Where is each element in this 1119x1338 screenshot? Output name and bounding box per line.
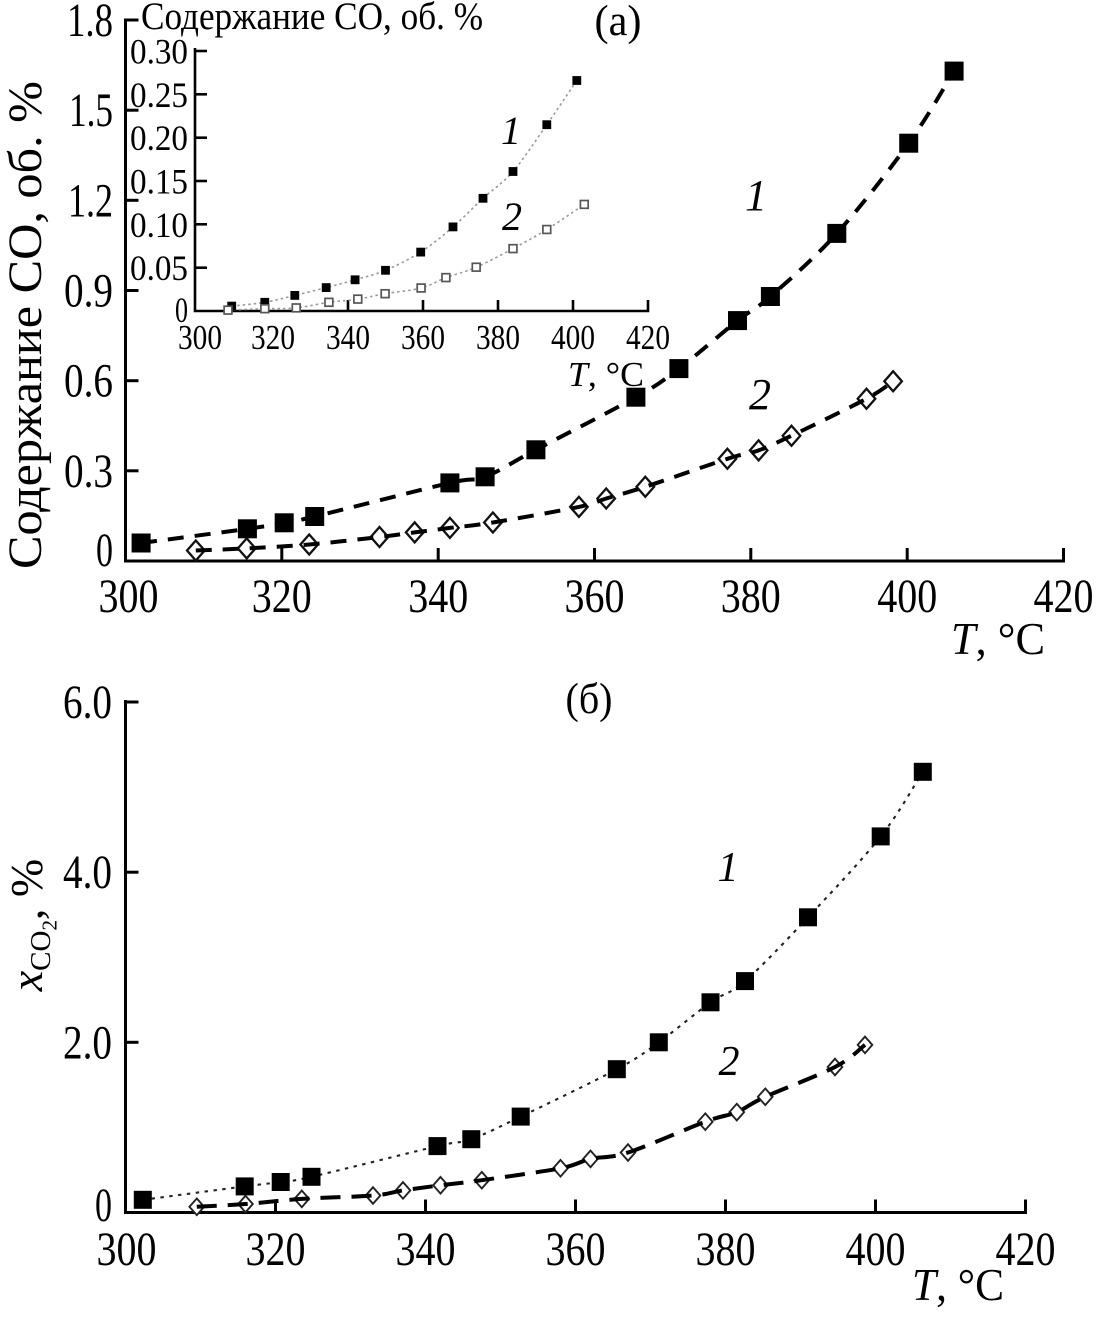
- svg-text:1.2: 1.2: [68, 174, 113, 227]
- svg-text:2: 2: [502, 194, 522, 239]
- svg-text:(а): (а): [595, 0, 642, 45]
- svg-text:1: 1: [501, 108, 521, 153]
- svg-text:0.15: 0.15: [130, 162, 188, 202]
- svg-text:380: 380: [476, 318, 520, 357]
- svg-text:420: 420: [996, 1223, 1056, 1276]
- svg-text:xCO2, %: xCO2, %: [1, 859, 62, 993]
- svg-text:0.05: 0.05: [130, 248, 188, 288]
- svg-text:300: 300: [178, 318, 222, 357]
- svg-text:400: 400: [551, 318, 595, 357]
- svg-text:300: 300: [97, 1223, 157, 1276]
- svg-text:2: 2: [749, 370, 771, 419]
- svg-text:0: 0: [175, 290, 188, 330]
- svg-text:340: 340: [396, 1223, 456, 1276]
- svg-text:320: 320: [252, 570, 312, 623]
- svg-text:300: 300: [99, 570, 159, 623]
- svg-text:340: 340: [408, 570, 468, 623]
- svg-text:0.25: 0.25: [130, 75, 188, 115]
- svg-text:360: 360: [565, 570, 625, 623]
- svg-text:360: 360: [401, 318, 445, 357]
- svg-text:T, °C: T, °C: [951, 613, 1045, 664]
- svg-text:0.20: 0.20: [130, 118, 188, 158]
- svg-text:0.30: 0.30: [130, 32, 188, 72]
- svg-text:T, °C: T, °C: [568, 355, 644, 394]
- svg-text:0.10: 0.10: [130, 205, 188, 245]
- svg-text:1.5: 1.5: [69, 84, 113, 137]
- svg-text:420: 420: [1034, 570, 1094, 623]
- svg-text:(б): (б): [566, 676, 613, 723]
- svg-text:340: 340: [326, 318, 370, 357]
- svg-text:1: 1: [718, 845, 739, 891]
- svg-text:380: 380: [696, 1223, 756, 1276]
- svg-text:1: 1: [745, 171, 767, 220]
- svg-text:0: 0: [96, 524, 113, 577]
- svg-text:0: 0: [95, 1179, 112, 1232]
- svg-text:T, °C: T, °C: [912, 1259, 1004, 1310]
- svg-text:2: 2: [719, 1039, 740, 1085]
- svg-text:2.0: 2.0: [63, 1016, 112, 1069]
- svg-text:0.3: 0.3: [64, 445, 113, 498]
- svg-text:6.0: 6.0: [63, 676, 112, 729]
- svg-text:Содержание СО, об. %: Содержание СО, об. %: [0, 81, 52, 569]
- svg-text:360: 360: [546, 1223, 606, 1276]
- svg-text:320: 320: [246, 1223, 306, 1276]
- svg-text:0.6: 0.6: [64, 355, 113, 408]
- svg-text:1.8: 1.8: [67, 0, 113, 47]
- svg-text:4.0: 4.0: [63, 846, 112, 899]
- svg-text:420: 420: [626, 318, 670, 357]
- svg-text:0.9: 0.9: [64, 265, 113, 318]
- svg-text:400: 400: [846, 1223, 906, 1276]
- svg-text:380: 380: [721, 570, 781, 623]
- svg-text:400: 400: [877, 570, 937, 623]
- svg-text:Содержание СО, об. %: Содержание СО, об. %: [141, 0, 483, 38]
- svg-text:320: 320: [251, 318, 295, 357]
